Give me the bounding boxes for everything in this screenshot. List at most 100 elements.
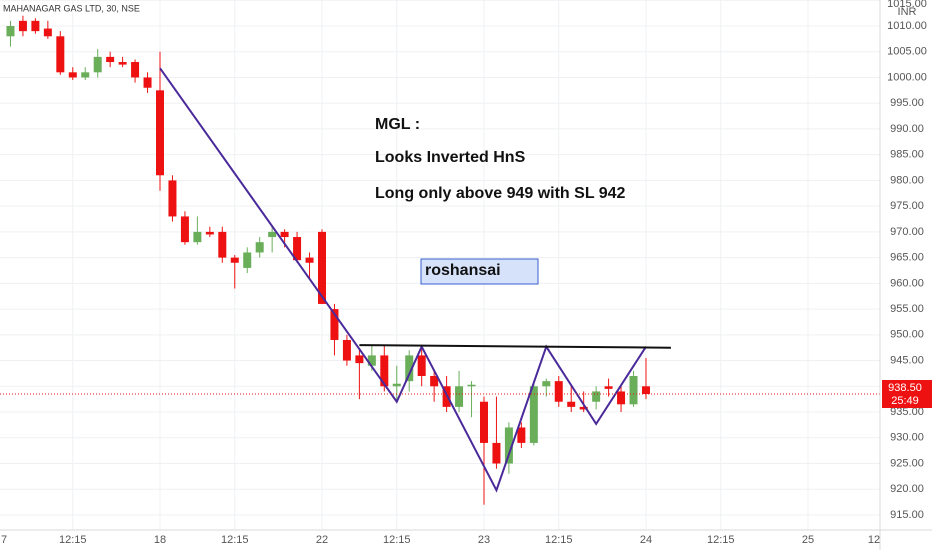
y-tick-label: 1005.00	[887, 46, 927, 58]
x-tick-label: 12:15	[707, 534, 735, 546]
drawing-line	[159, 67, 647, 493]
y-tick-label: 970.00	[890, 226, 924, 238]
candle-body	[604, 386, 613, 389]
y-tick-label: 925.00	[890, 457, 924, 469]
candle-body	[455, 386, 464, 407]
candle-body	[93, 56, 102, 73]
x-tick-label: 22	[316, 534, 328, 546]
candle-body	[43, 28, 52, 37]
candle-body	[143, 77, 152, 88]
candle-body	[293, 237, 302, 261]
last-price-badge	[882, 380, 932, 409]
candle-body	[641, 386, 650, 395]
y-tick-label: 960.00	[890, 277, 924, 289]
candle-body	[56, 36, 65, 73]
y-tick-label: 1000.00	[887, 71, 927, 83]
y-tick-label: 985.00	[890, 149, 924, 161]
candle-body	[367, 355, 376, 366]
candle-body	[542, 381, 551, 387]
x-tick-label: 23	[478, 534, 490, 546]
y-tick-label: 930.00	[890, 432, 924, 444]
x-tick-label: 12:15	[221, 534, 249, 546]
chart-title: MAHANAGAR GAS LTD, 30, NSE	[3, 3, 140, 13]
author-box	[420, 258, 539, 285]
candle-body	[81, 72, 90, 78]
candle-body	[168, 180, 177, 217]
currency: INR	[898, 6, 917, 18]
candle-body	[280, 231, 289, 238]
drawing-line	[359, 344, 671, 349]
candle-body	[492, 442, 501, 464]
candle-body	[579, 406, 588, 410]
grid	[0, 0, 884, 530]
x-tick-label: 7	[1, 534, 7, 546]
y-tick-label: 965.00	[890, 252, 924, 264]
last-price-label: 938.50	[888, 382, 922, 394]
candle-body	[305, 257, 314, 263]
candle-body	[529, 386, 538, 443]
candle-body	[592, 391, 601, 402]
candle-body	[68, 72, 77, 78]
candle-body	[193, 231, 202, 243]
candle-body	[554, 381, 563, 402]
candle-body	[355, 355, 364, 364]
candle-body	[617, 391, 626, 405]
candle-body	[31, 20, 40, 32]
y-tick-label: 990.00	[890, 123, 924, 135]
y-tick-label: 955.00	[890, 303, 924, 315]
candle-body	[6, 25, 15, 37]
candle-body	[405, 355, 414, 382]
candle-body	[106, 56, 115, 63]
y-tick-label: 980.00	[890, 174, 924, 186]
candle-body	[18, 20, 27, 32]
candle-body	[131, 62, 140, 78]
candle-body	[317, 231, 326, 304]
price-axis	[880, 0, 932, 550]
y-tick-label: 1010.00	[887, 20, 927, 32]
candle-body	[417, 355, 426, 376]
candle-body	[430, 375, 439, 387]
annotation: Looks Inverted HnS	[375, 149, 526, 166]
annotation: Long only above 949 with SL 942	[375, 185, 626, 202]
candle-body	[479, 401, 488, 443]
candle-body	[504, 427, 513, 464]
x-tick-label: 24	[640, 534, 652, 546]
candle-body	[330, 309, 339, 340]
candle-body	[118, 62, 127, 65]
candle-body	[243, 252, 252, 268]
y-tick-label: 945.00	[890, 354, 924, 366]
candle-body	[218, 231, 227, 258]
x-tick-label: 25	[802, 534, 814, 546]
plot	[0, 15, 880, 505]
x-tick-label: 12	[868, 534, 880, 546]
y-tick-label: 915.00	[890, 509, 924, 521]
y-tick-label: 920.00	[890, 483, 924, 495]
candle-body	[517, 427, 526, 443]
y-tick-label: 995.00	[890, 97, 924, 109]
candle-body	[629, 375, 638, 405]
x-tick-label: 12:15	[545, 534, 573, 546]
countdown: 25:49	[891, 395, 919, 407]
candle-body	[392, 383, 401, 387]
x-tick-label: 18	[154, 534, 166, 546]
candle-body	[230, 257, 239, 263]
candle-body	[567, 401, 576, 407]
annotation: MGL :	[375, 116, 420, 133]
candle-body	[205, 231, 214, 235]
author: roshansai	[425, 262, 501, 279]
y-tick-label: 1015.00	[887, 0, 927, 10]
y-tick-label: 935.00	[890, 406, 924, 418]
y-tick-label: 975.00	[890, 200, 924, 212]
candle-body	[180, 216, 189, 243]
candle-body	[380, 355, 389, 387]
x-tick-label: 12:15	[383, 534, 411, 546]
candle-body	[342, 339, 351, 361]
candle-body	[156, 90, 164, 176]
candle-body	[467, 384, 476, 387]
y-tick-label: 950.00	[890, 329, 924, 341]
x-tick-label: 12:15	[59, 534, 87, 546]
candle-body	[255, 242, 264, 253]
candle-body	[268, 231, 277, 238]
